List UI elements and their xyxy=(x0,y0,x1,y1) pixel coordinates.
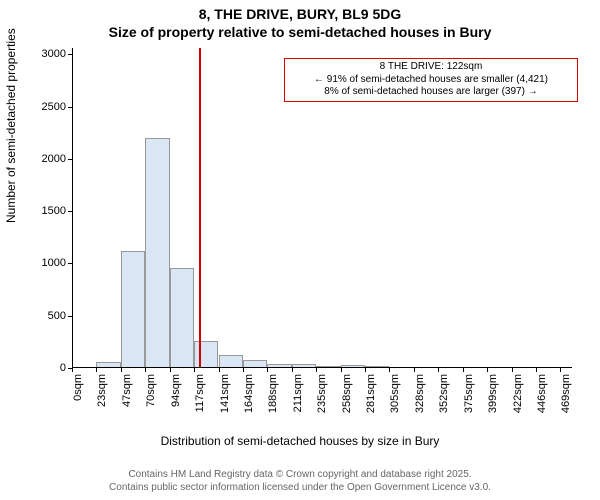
bar xyxy=(292,364,316,368)
bar xyxy=(267,364,291,368)
x-tick-label: 328sqm xyxy=(414,374,426,413)
bar xyxy=(243,360,267,368)
bar xyxy=(341,365,365,368)
y-tick-label: 500 xyxy=(30,310,66,322)
x-tick-mark xyxy=(512,368,513,372)
marker-line xyxy=(199,48,201,368)
y-tick-label: 2500 xyxy=(30,101,66,113)
title-line-2: Size of property relative to semi-detach… xyxy=(0,24,600,40)
x-tick-label: 117sqm xyxy=(194,374,206,412)
bar xyxy=(194,341,218,368)
x-tick-label: 235sqm xyxy=(316,374,328,413)
x-tick-label: 446sqm xyxy=(536,374,548,413)
y-tick-mark xyxy=(68,316,72,317)
x-tick-mark xyxy=(365,368,366,372)
bar xyxy=(365,366,389,368)
x-tick-mark xyxy=(121,368,122,372)
x-tick-label: 23sqm xyxy=(96,374,108,407)
x-tick-mark xyxy=(414,368,415,372)
x-tick-mark xyxy=(536,368,537,372)
footnote-line: Contains HM Land Registry data © Crown c… xyxy=(0,469,600,482)
x-tick-mark xyxy=(96,368,97,372)
x-tick-mark xyxy=(316,368,317,372)
x-tick-mark xyxy=(243,368,244,372)
x-tick-label: 305sqm xyxy=(389,374,401,413)
x-tick-label: 47sqm xyxy=(121,374,133,407)
x-tick-label: 399sqm xyxy=(487,374,499,413)
y-tick-mark xyxy=(68,263,72,264)
x-tick-label: 141sqm xyxy=(219,374,231,413)
x-tick-mark xyxy=(341,368,342,372)
y-tick-label: 0 xyxy=(30,362,66,374)
x-tick-mark xyxy=(292,368,293,372)
bar xyxy=(145,138,169,368)
y-tick-mark xyxy=(68,54,72,55)
y-tick-mark xyxy=(68,211,72,212)
annotation-line: ← 91% of semi-detached houses are smalle… xyxy=(291,74,571,87)
y-axis-label: Number of semi-detached properties xyxy=(4,28,18,223)
x-tick-label: 281sqm xyxy=(365,374,377,413)
title-line-1: 8, THE DRIVE, BURY, BL9 5DG xyxy=(0,6,600,22)
x-tick-mark xyxy=(487,368,488,372)
x-tick-label: 258sqm xyxy=(341,374,353,413)
x-tick-label: 469sqm xyxy=(560,374,572,413)
x-tick-label: 211sqm xyxy=(292,374,304,412)
chart-viewport: 8, THE DRIVE, BURY, BL9 5DG Size of prop… xyxy=(0,0,600,500)
bar xyxy=(121,251,145,368)
x-tick-mark xyxy=(170,368,171,372)
x-tick-mark xyxy=(389,368,390,372)
x-tick-mark xyxy=(438,368,439,372)
footnote: Contains HM Land Registry data © Crown c… xyxy=(0,469,600,494)
x-tick-mark xyxy=(194,368,195,372)
annotation-line: 8% of semi-detached houses are larger (3… xyxy=(291,86,571,99)
x-tick-label: 94sqm xyxy=(170,374,182,407)
plot-area: 8 THE DRIVE: 122sqm ← 91% of semi-detach… xyxy=(72,48,572,368)
annotation-line: 8 THE DRIVE: 122sqm xyxy=(291,61,571,74)
x-tick-mark xyxy=(219,368,220,372)
x-tick-label: 422sqm xyxy=(512,374,524,413)
x-tick-mark xyxy=(267,368,268,372)
bar xyxy=(96,362,120,368)
y-tick-label: 1000 xyxy=(30,257,66,269)
y-tick-mark xyxy=(68,107,72,108)
x-tick-mark xyxy=(463,368,464,372)
x-tick-label: 188sqm xyxy=(267,374,279,413)
x-tick-label: 375sqm xyxy=(463,374,475,413)
bar xyxy=(316,366,340,368)
annotation-box: 8 THE DRIVE: 122sqm ← 91% of semi-detach… xyxy=(284,58,578,102)
x-tick-label: 164sqm xyxy=(243,374,255,413)
bar xyxy=(170,268,194,368)
x-axis-label: Distribution of semi-detached houses by … xyxy=(0,434,600,448)
x-tick-label: 70sqm xyxy=(145,374,157,407)
x-tick-label: 352sqm xyxy=(438,374,450,413)
x-tick-label: 0sqm xyxy=(72,374,84,401)
x-tick-mark xyxy=(145,368,146,372)
y-tick-mark xyxy=(68,159,72,160)
x-tick-mark xyxy=(72,368,73,372)
y-tick-label: 1500 xyxy=(30,205,66,217)
y-tick-label: 3000 xyxy=(30,48,66,60)
y-tick-label: 2000 xyxy=(30,153,66,165)
bar xyxy=(219,355,243,368)
footnote-line: Contains public sector information licen… xyxy=(0,482,600,495)
x-tick-mark xyxy=(560,368,561,372)
